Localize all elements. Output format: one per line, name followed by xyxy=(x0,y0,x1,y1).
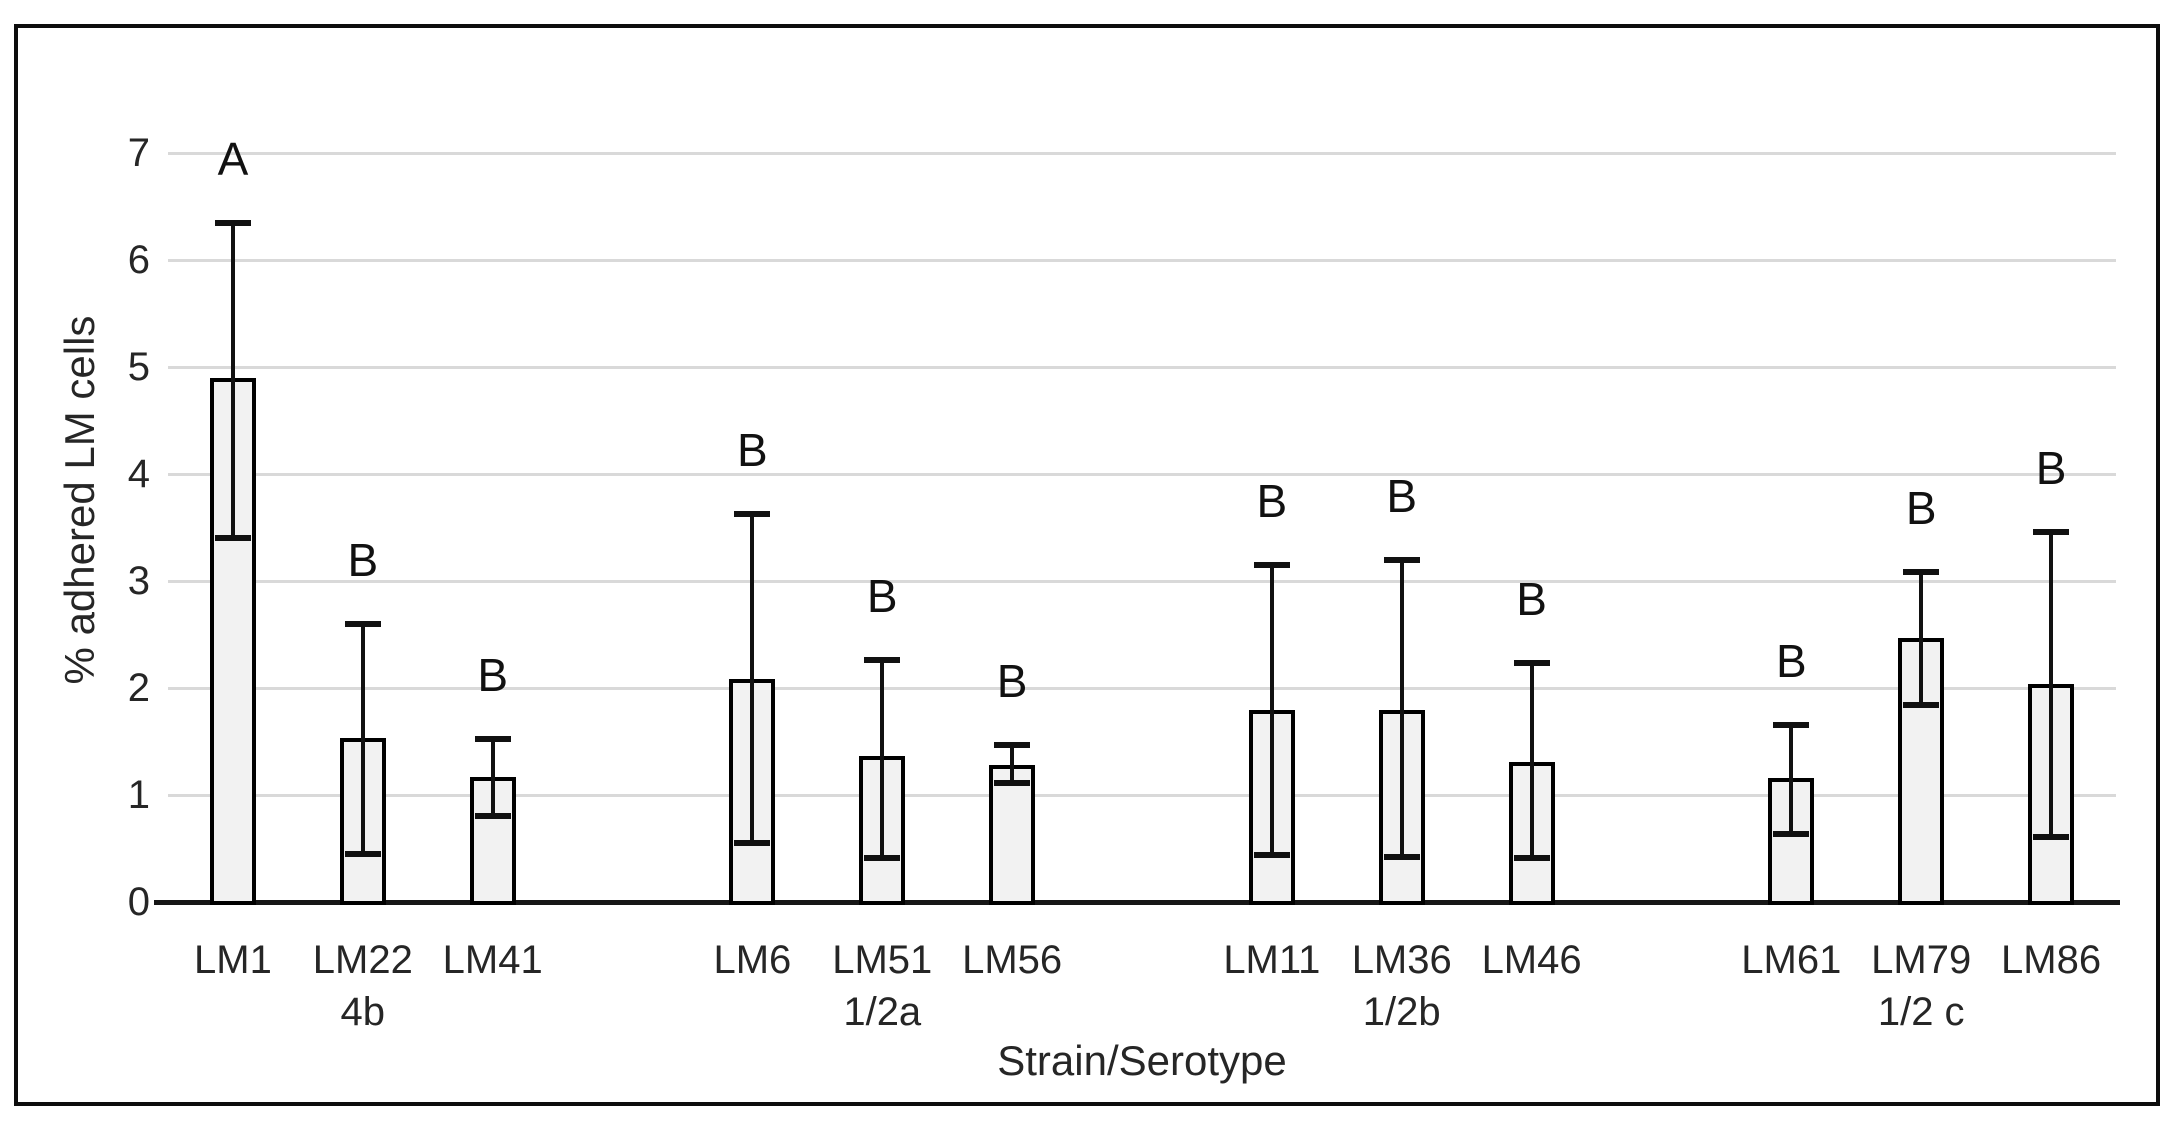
error-bar-line xyxy=(1919,572,1924,706)
significance-letter: B xyxy=(347,533,379,586)
error-bar-line xyxy=(360,623,365,854)
significance-letter: B xyxy=(1256,474,1288,527)
y-tick-label: 6 xyxy=(127,238,150,282)
y-tick-label: 1 xyxy=(127,773,150,817)
error-bar-cap-top xyxy=(214,219,251,226)
error-bar-cap-bottom xyxy=(214,535,251,542)
error-bar-cap-top xyxy=(1903,569,1940,576)
error-bar-cap-bottom xyxy=(864,855,901,862)
bar xyxy=(989,765,1036,905)
y-axis-title: % adhered LM cells xyxy=(56,315,103,684)
significance-letter: B xyxy=(1775,635,1807,688)
significance-letter: B xyxy=(1905,482,1937,535)
error-bar-cap-top xyxy=(474,736,511,743)
category-label: LM6 xyxy=(713,938,792,982)
significance-letter: B xyxy=(1516,573,1547,626)
significance-letter: B xyxy=(477,649,508,702)
error-bar-cap-bottom xyxy=(1383,854,1420,861)
significance-letter: B xyxy=(866,570,898,623)
error-bar-cap-bottom xyxy=(1773,830,1810,837)
error-bar-line xyxy=(490,739,495,817)
grid-line xyxy=(168,152,2116,155)
grid-line xyxy=(168,473,2116,476)
grid-line xyxy=(168,580,2116,583)
grid-line xyxy=(168,687,2116,690)
error-bar-line xyxy=(1529,663,1534,859)
category-label: LM86 xyxy=(2001,938,2102,982)
error-bar-cap-bottom xyxy=(994,780,1031,787)
error-bar-cap-top xyxy=(864,657,901,664)
category-label: LM79 xyxy=(1871,938,1972,982)
category-label: LM1 xyxy=(194,938,272,982)
error-bar-cap-bottom xyxy=(1253,851,1290,858)
error-bar-line xyxy=(750,513,755,844)
error-bar-line xyxy=(2049,531,2054,837)
x-axis-title: Strain/Serotype xyxy=(997,1037,1287,1084)
y-tick-label: 5 xyxy=(127,345,150,389)
plot-area: 0 1 2 3 4 5 6 7 A LM1 B LM22 B LM41 4b B LM6 B LM51 B LM56 1/… xyxy=(18,28,2156,1102)
error-bar-line xyxy=(1269,564,1274,855)
error-bar-line xyxy=(1010,744,1015,784)
category-label: LM56 xyxy=(962,938,1063,982)
grid-line xyxy=(168,794,2116,797)
error-bar-cap-bottom xyxy=(1513,855,1550,862)
significance-letter: B xyxy=(2035,441,2067,494)
significance-letter: B xyxy=(996,654,1028,707)
y-tick-label: 7 xyxy=(127,131,150,175)
category-label: LM11 xyxy=(1223,938,1321,982)
y-tick-label: 4 xyxy=(127,452,150,496)
serotype-label: 1/2a xyxy=(843,990,922,1034)
error-bar-cap-top xyxy=(2033,528,2070,535)
category-label: LM22 xyxy=(312,938,413,982)
error-bar-cap-top xyxy=(1773,722,1810,729)
error-bar-line xyxy=(1399,559,1404,858)
grid-line xyxy=(168,259,2116,262)
error-bar-cap-top xyxy=(994,741,1031,748)
grid-line xyxy=(168,366,2116,369)
error-bar-cap-bottom xyxy=(344,850,381,857)
category-label: LM46 xyxy=(1481,938,1582,982)
error-bar-cap-bottom xyxy=(474,813,511,820)
category-label: LM61 xyxy=(1741,938,1842,982)
error-bar-cap-top xyxy=(1253,561,1290,568)
error-bar-cap-bottom xyxy=(734,840,771,847)
category-label: LM41 xyxy=(442,938,543,982)
error-bar-cap-top xyxy=(344,620,381,627)
category-label: LM36 xyxy=(1351,938,1452,982)
serotype-label: 4b xyxy=(340,990,386,1034)
error-bar-cap-top xyxy=(1383,556,1420,563)
significance-letter: B xyxy=(737,423,768,476)
serotype-label: 1/2b xyxy=(1362,990,1441,1034)
serotype-label: 1/2 c xyxy=(1877,990,1965,1034)
y-tick-label: 0 xyxy=(127,880,150,924)
error-bar-line xyxy=(880,660,885,859)
y-tick-label: 2 xyxy=(127,666,150,710)
error-bar-cap-top xyxy=(734,510,771,517)
category-label: LM51 xyxy=(832,938,933,982)
error-bar-line xyxy=(1789,725,1794,834)
y-tick-label: 3 xyxy=(127,559,150,603)
significance-letter: A xyxy=(217,132,249,185)
significance-letter: B xyxy=(1386,469,1418,522)
error-bar-line xyxy=(230,222,235,539)
error-bar-cap-top xyxy=(1513,660,1550,667)
x-axis-line xyxy=(154,900,2120,905)
chart-frame: 0 1 2 3 4 5 6 7 A LM1 B LM22 B LM41 4b B LM6 B LM51 B LM56 1/… xyxy=(14,24,2160,1106)
error-bar-cap-bottom xyxy=(1903,702,1940,709)
error-bar-cap-bottom xyxy=(2033,833,2070,840)
